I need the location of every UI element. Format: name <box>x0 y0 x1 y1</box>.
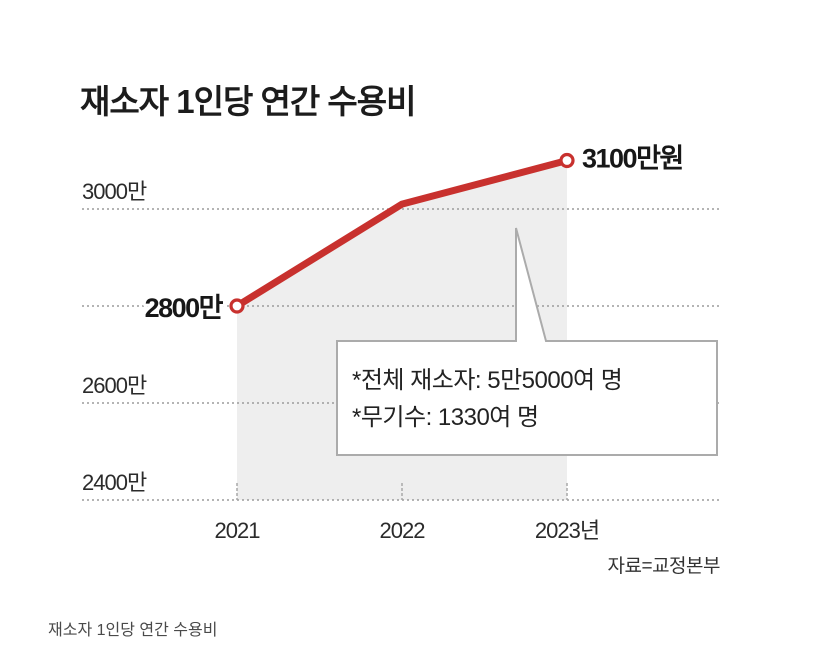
x-tick-label: 2021 <box>215 518 261 543</box>
x-tick-label: 2023년 <box>535 518 599 543</box>
x-tick-label: 2022 <box>380 518 426 543</box>
chart-title: 재소자 1인당 연간 수용비 <box>80 83 415 120</box>
callout-box <box>336 227 718 456</box>
data-label: 2800만 <box>145 293 224 323</box>
y-tick-label: 2400만 <box>82 470 147 495</box>
source-note: 자료=교정본부 <box>608 555 720 577</box>
callout-line-life-sentence: *무기수: 1330여 명 <box>352 404 539 431</box>
series-line <box>233 157 571 310</box>
figure-caption: 재소자 1인당 연간 수용비 <box>48 622 218 639</box>
data-points <box>229 152 575 314</box>
chart-labels: 3000만 2600만 2400만 2021 2022 2023년 2800만 3100만원 <box>82 141 687 544</box>
data-point-marker <box>229 298 245 314</box>
y-tick-label: 3000만 <box>82 179 147 204</box>
callout-line-total-inmates: *전체 재소자: 5만5000여 명 <box>352 367 622 394</box>
series-layer <box>233 157 571 310</box>
y-tick-label: 2600만 <box>82 373 147 398</box>
data-point-marker <box>559 152 575 169</box>
data-label: 3100만원 <box>582 144 683 174</box>
annotation-callout: *전체 재소자: 5만5000여 명 *무기수: 1330여 명 <box>336 227 718 456</box>
